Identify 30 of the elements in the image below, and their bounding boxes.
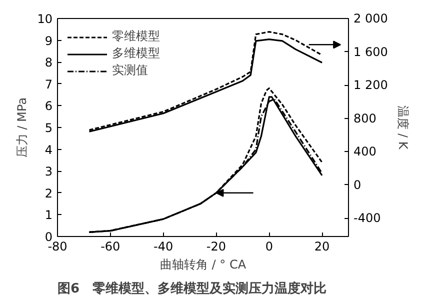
y-tick-label: 10 [37,12,53,26]
y-tick-label: 6 [44,99,53,114]
y-tick-label: 4 [44,142,53,157]
x-tick-label: 0 [265,240,273,254]
text: 图6 零维模型、多维模型及实测压力温度对比 [58,280,327,296]
y2-tick-label: -400 [354,211,381,226]
y2-tick-label: 1 600 [354,44,388,59]
y2-axis-title: 温度 / K [396,106,410,150]
y2-tick-label: 800 [354,111,376,126]
y-tick-label: 5 [44,121,53,135]
legend-label: 多维模型 [112,45,160,62]
legend-label: 实测值 [112,62,148,79]
y-tick-label: 1 [44,208,53,222]
x-tick-label: 20 [314,240,330,254]
x-axis-title: 曲轴转角 / ° CA [160,258,247,272]
y-axis-title: 压力 / MPa [15,97,30,158]
legend-label: 零维模型 [112,28,160,45]
y-tick-label: 8 [44,56,53,70]
y-tick-label: 2 [44,186,53,200]
x-tick-label: -20 [206,240,226,254]
y2-tick-label: 1 200 [354,78,388,92]
y-tick-label: 3 [44,164,53,179]
x-tick-label: -40 [154,240,174,254]
y-tick-label: 7 [44,77,53,92]
y-tick-label: 0 [44,230,53,244]
y2-tick-label: 400 [354,144,376,159]
y-tick-label: 9 [44,34,53,48]
y2-tick-label: 0 [354,178,362,192]
x-tick-label: -60 [100,240,120,254]
y2-tick-label: 2 000 [354,12,388,26]
